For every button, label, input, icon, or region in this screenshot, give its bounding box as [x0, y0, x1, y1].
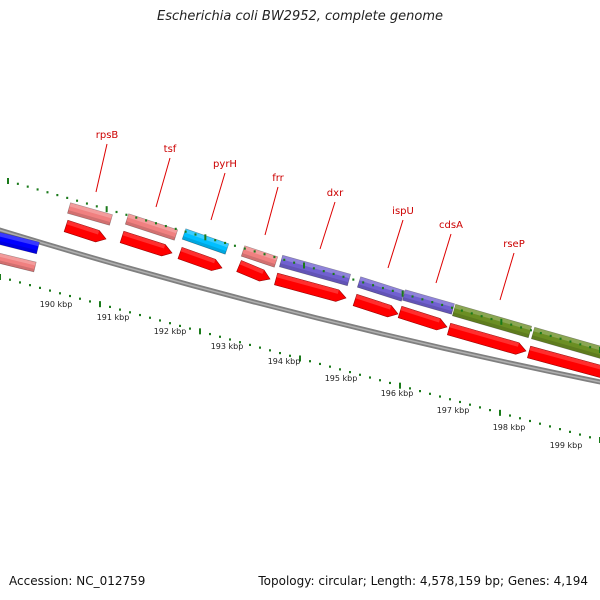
scale-label: 192 kbp — [154, 327, 187, 336]
gene-label: cdsA — [439, 220, 463, 231]
scale-label: 196 kbp — [381, 389, 414, 398]
blue-feature-shade — [0, 238, 38, 254]
dxr-arrow-shape — [274, 272, 347, 302]
rpsB-feature-shade — [67, 210, 111, 226]
backbone-highlight — [0, 229, 600, 383]
tsf-feature — [124, 213, 179, 241]
salmon-feature-shape — [0, 250, 37, 273]
dxr-feature-shade — [279, 263, 349, 286]
scale-label: 199 kbp — [550, 441, 583, 450]
ispU-arrow-shine — [355, 294, 392, 310]
rpsB-arrow-shine — [66, 220, 100, 235]
salmon-feature — [0, 250, 37, 273]
blue-feature — [0, 229, 40, 255]
red-arrow-2-shine — [529, 346, 600, 370]
cdsA-feature-shape — [402, 289, 455, 315]
rseP-arrow — [446, 322, 527, 355]
blue-feature-shape — [0, 229, 40, 255]
scale-label: 194 kbp — [268, 357, 301, 366]
olive-feature-2-shine — [533, 327, 600, 354]
frr-arrow — [236, 260, 271, 282]
blue-feature-shine — [0, 230, 40, 247]
ispU-feature-shade — [357, 284, 403, 302]
scale-label: 193 kbp — [211, 342, 244, 351]
cdsA-feature-shine — [404, 289, 455, 308]
scale-track: 190 kbp 191 kbp 192 kbp 193 kbp 194 kbp 195 k… — [40, 300, 583, 450]
dxr-arrow — [274, 272, 347, 302]
scale-label: 195 kbp — [325, 374, 358, 383]
scale-label: 190 kbp — [40, 300, 73, 309]
gene-label: tsf — [164, 144, 177, 155]
frr-arrow-shine — [239, 260, 265, 274]
frr-arrow-shape — [236, 260, 271, 282]
salmon-feature-shade — [0, 257, 35, 272]
salmon-feature-shine — [0, 251, 37, 266]
olive-feature-2-shade — [531, 335, 600, 361]
genome-summary-text: Topology: circular; Length: 4,578,159 bp… — [258, 574, 588, 588]
scale-label: 191 kbp — [97, 313, 130, 322]
frr-feature-shape — [240, 245, 279, 268]
gene-label: pyrH — [213, 159, 237, 170]
rpsB-feature — [67, 202, 113, 226]
gene-label: rpsB — [96, 130, 119, 141]
label-leader-pyrH — [210, 172, 226, 221]
dxr-feature — [279, 254, 351, 287]
pyrH-feature-shape — [181, 228, 230, 255]
rpsB-feature-shine — [69, 202, 113, 219]
label-leader-cdsA — [435, 233, 452, 284]
label-leader-tsf — [155, 157, 171, 208]
gene-label-track: rpsB tsf pyrH frr dxr ispU cdsA rseP — [95, 130, 525, 301]
cdsA-feature — [402, 289, 455, 315]
scale-label: 197 kbp — [437, 406, 470, 415]
label-leader-rpsB — [95, 143, 108, 193]
gene-label: dxr — [327, 188, 344, 199]
dxr-feature-shape — [279, 254, 351, 287]
tsf-feature-shine — [127, 213, 178, 234]
gene-label: ispU — [392, 206, 414, 217]
ispU-arrow-shape — [352, 293, 399, 318]
cdsA-arrow-shape — [397, 305, 448, 331]
cdsA-feature-shade — [402, 297, 453, 315]
rpsB-arrow-shape — [63, 219, 107, 243]
tsf-arrow-shape — [119, 230, 173, 257]
rseP-arrow-shape — [446, 322, 527, 355]
rpsB-feature-shape — [67, 202, 113, 226]
label-leader-dxr — [319, 201, 336, 250]
red-arrow-2 — [527, 345, 600, 378]
rseP-feature-shade — [452, 312, 530, 338]
cdsA-arrow-shine — [400, 306, 441, 323]
pyrH-arrow-shine — [180, 247, 216, 264]
rpsB-arrow — [63, 219, 107, 243]
scale-label: 198 kbp — [493, 423, 526, 432]
tsf-arrow-shine — [122, 231, 166, 249]
accession-text: Accession: NC_012759 — [9, 574, 146, 588]
label-leader-ispU — [387, 219, 404, 269]
gene-label: rseP — [503, 239, 525, 250]
frr-feature — [240, 245, 279, 268]
pyrH-feature-shade — [182, 236, 227, 255]
map-title: Escherichia coli BW2952, complete genome — [157, 9, 443, 24]
feature-track — [0, 202, 600, 378]
ispU-arrow — [352, 293, 399, 318]
pyrH-arrow-shape — [177, 246, 223, 271]
tick-track — [0, 178, 600, 443]
cdsA-arrow — [397, 305, 448, 331]
tsf-feature-shape — [124, 213, 179, 241]
red-arrow-2-shape — [527, 345, 600, 378]
rseP-arrow-shine — [449, 323, 519, 347]
dxr-feature-shine — [281, 255, 351, 279]
tsf-arrow — [119, 230, 173, 257]
frr-feature-shine — [243, 245, 278, 261]
pyrH-arrow — [177, 246, 223, 271]
tsf-feature-shade — [125, 221, 176, 241]
gene-label: frr — [272, 173, 284, 184]
rseP-feature-shine — [454, 304, 532, 331]
frr-feature-shade — [241, 253, 276, 268]
label-leader-frr — [264, 186, 279, 236]
dxr-arrow-shine — [276, 273, 339, 294]
label-leader-rseP — [499, 252, 515, 301]
